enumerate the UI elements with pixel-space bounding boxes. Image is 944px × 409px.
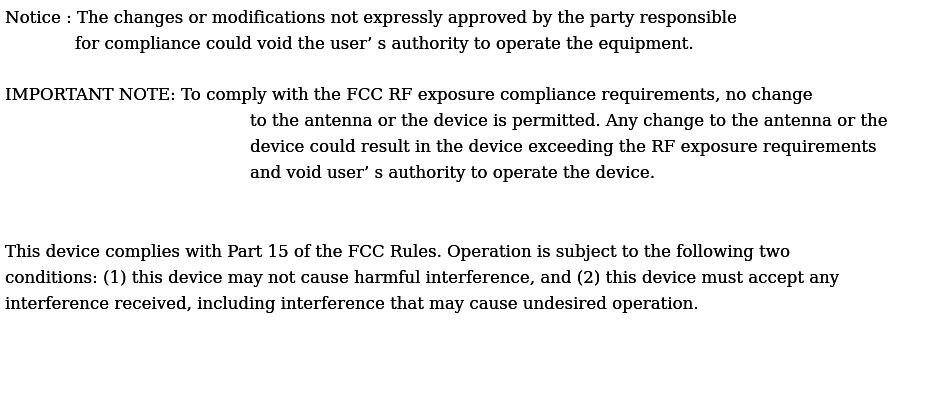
Text: for compliance could void the user’ s authority to operate the equipment.: for compliance could void the user’ s au… <box>75 36 694 53</box>
Text: to the antenna or the device is permitted. Any change to the antenna or the: to the antenna or the device is permitte… <box>250 113 887 130</box>
Text: This device complies with Part 15 of the FCC Rules. Operation is subject to the : This device complies with Part 15 of the… <box>5 243 790 261</box>
Text: device could result in the device exceeding the RF exposure requirements: device could result in the device exceed… <box>250 139 876 155</box>
Text: interference received, including interference that may cause undesired operation: interference received, including interfe… <box>5 295 699 312</box>
Text: and void user’ s authority to operate the device.: and void user’ s authority to operate th… <box>250 164 655 182</box>
Text: conditions: (1) this device may not cause harmful interference, and (2) this dev: conditions: (1) this device may not caus… <box>5 270 839 286</box>
Text: This device complies with Part 15 of the FCC Rules. Operation is subject to the : This device complies with Part 15 of the… <box>5 243 790 261</box>
Text: conditions: (1) this device may not cause harmful interference, and (2) this dev: conditions: (1) this device may not caus… <box>5 270 839 286</box>
Text: and void user’ s authority to operate the device.: and void user’ s authority to operate th… <box>250 164 655 182</box>
Text: Notice : The changes or modifications not expressly approved by the party respon: Notice : The changes or modifications no… <box>5 10 737 27</box>
Text: to the antenna or the device is permitted. Any change to the antenna or the: to the antenna or the device is permitte… <box>250 113 887 130</box>
Text: for compliance could void the user’ s authority to operate the equipment.: for compliance could void the user’ s au… <box>75 36 694 53</box>
Text: IMPORTANT NOTE: To comply with the FCC RF exposure compliance requirements, no c: IMPORTANT NOTE: To comply with the FCC R… <box>5 87 813 104</box>
Text: device could result in the device exceeding the RF exposure requirements: device could result in the device exceed… <box>250 139 876 155</box>
Text: IMPORTANT NOTE: To comply with the FCC RF exposure compliance requirements, no c: IMPORTANT NOTE: To comply with the FCC R… <box>5 87 813 104</box>
Text: interference received, including interference that may cause undesired operation: interference received, including interfe… <box>5 295 699 312</box>
Text: Notice : The changes or modifications not expressly approved by the party respon: Notice : The changes or modifications no… <box>5 10 737 27</box>
